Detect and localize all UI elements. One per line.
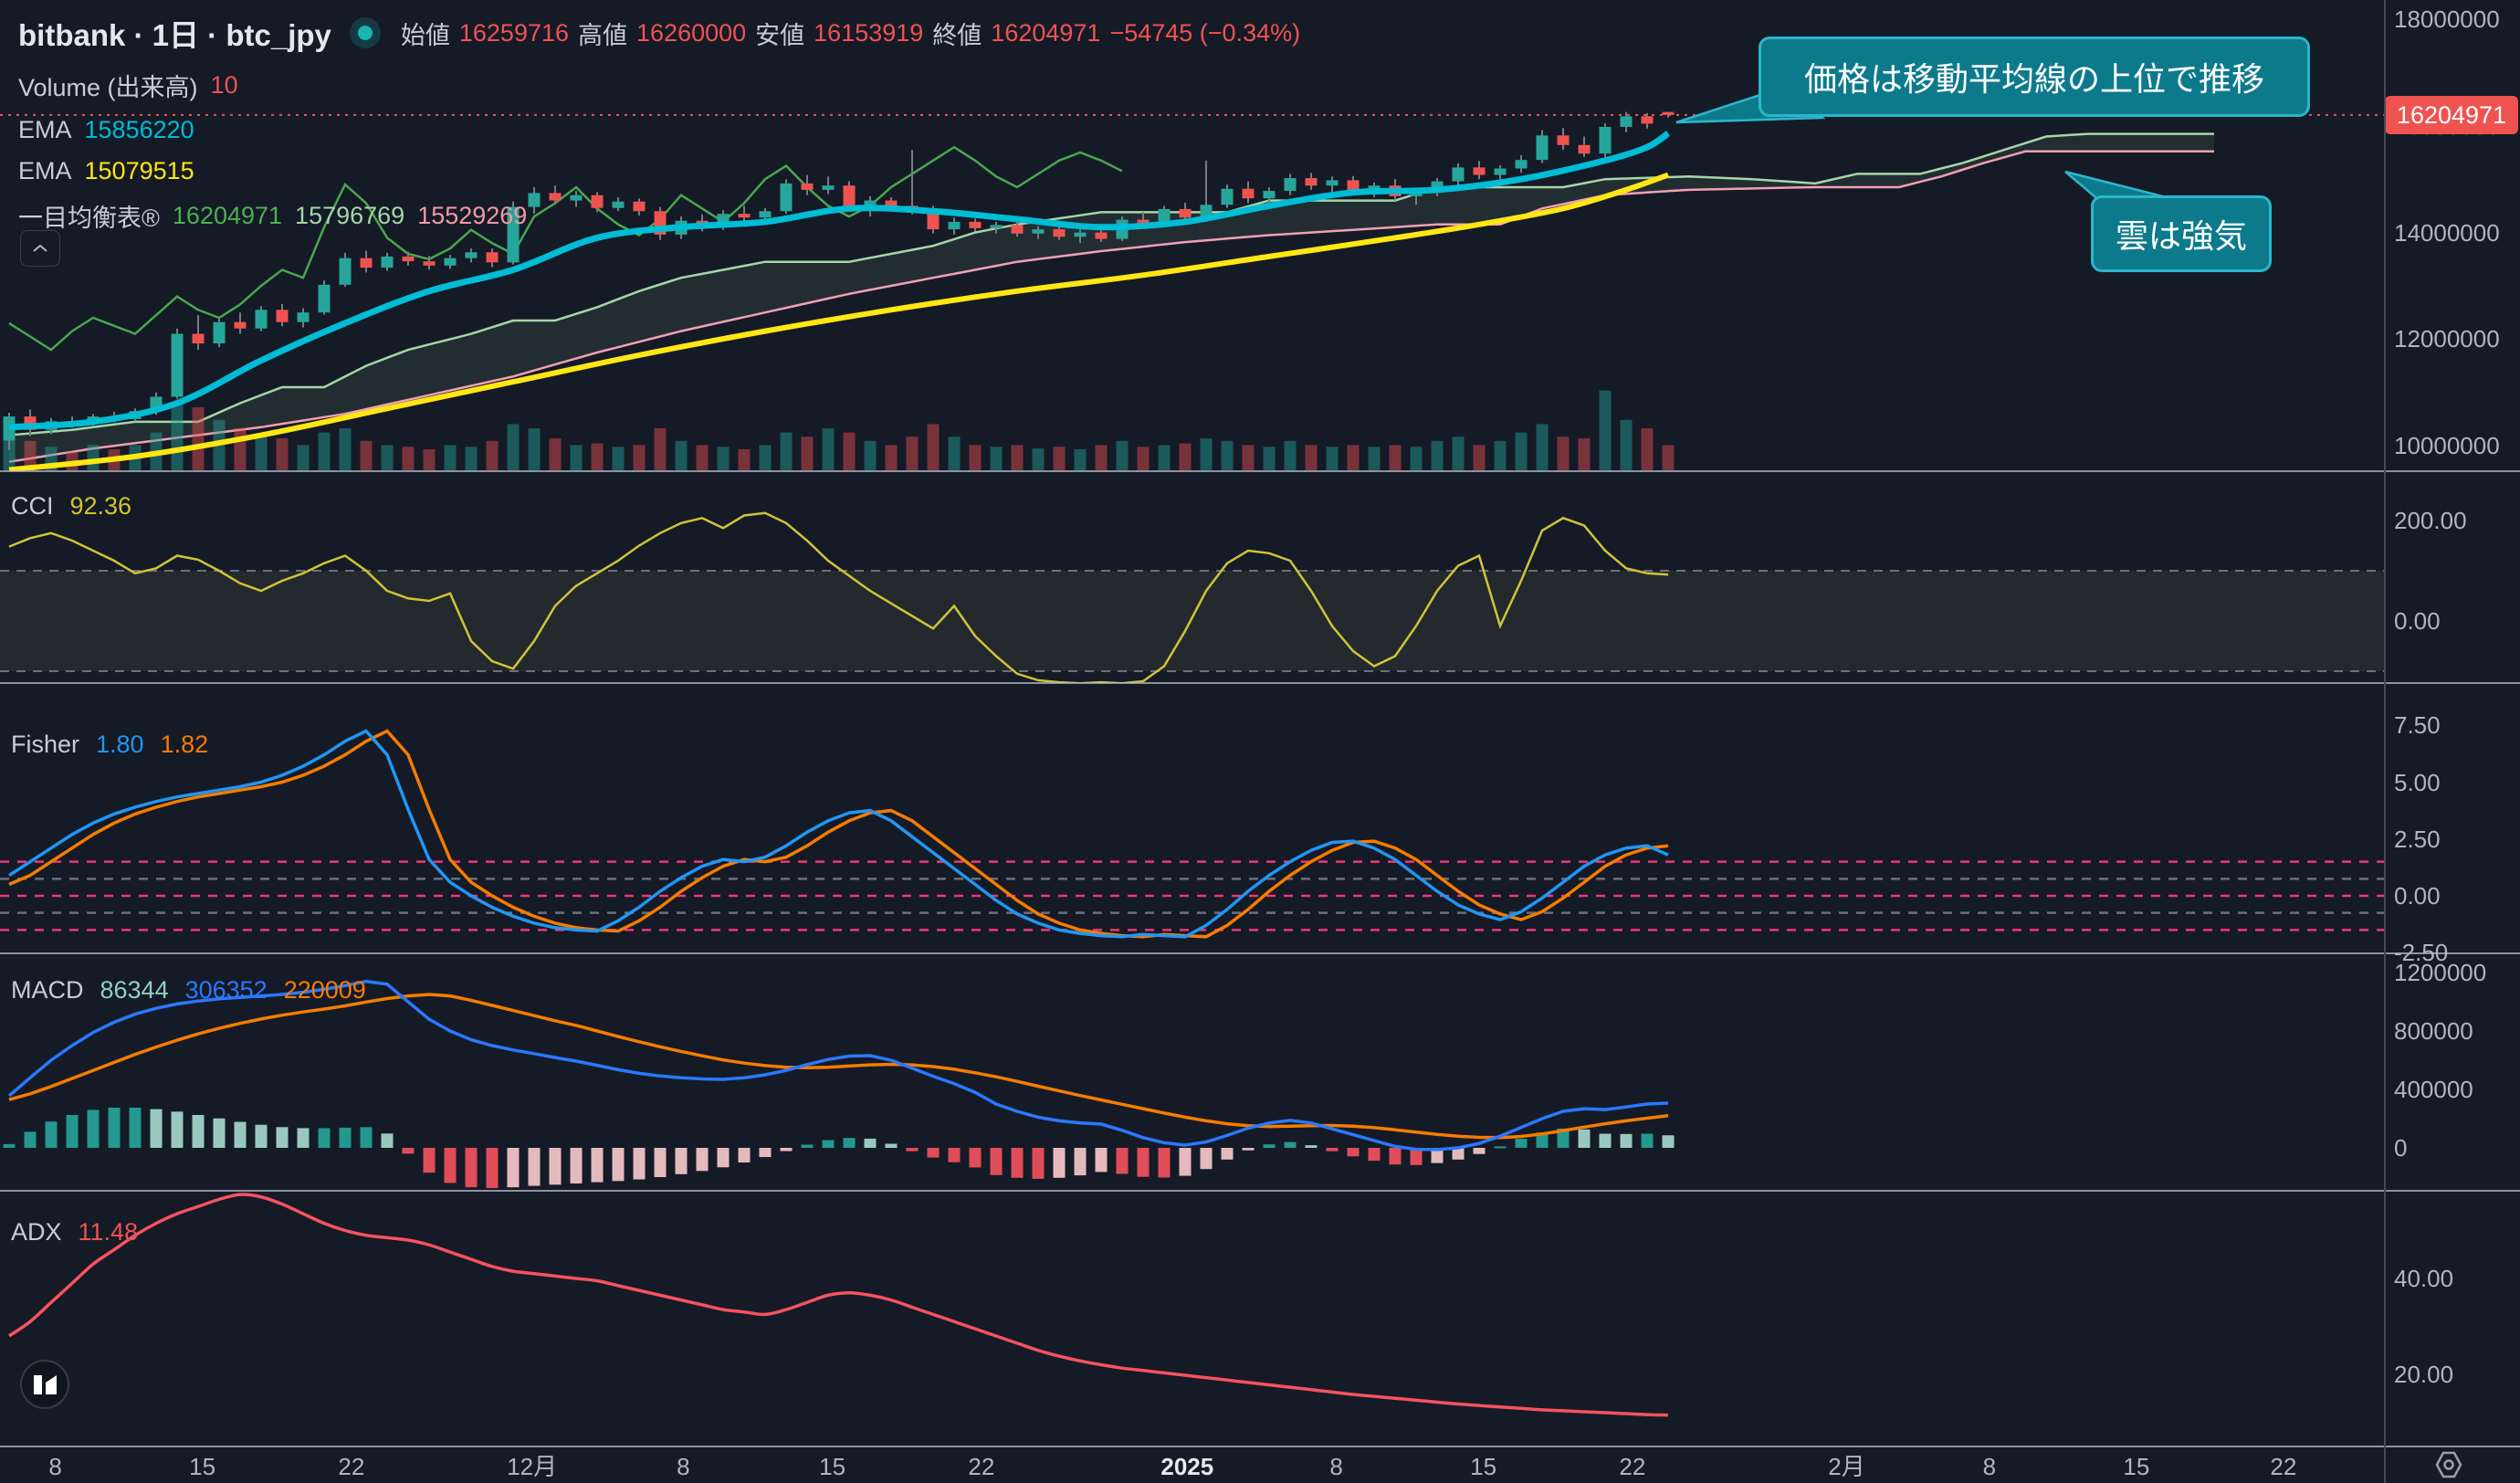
price-axis-line [2384,0,2386,1483]
ema-slow-value: 15079515 [84,157,194,184]
adx-legend-row[interactable]: ADX 11.48 [11,1218,138,1246]
legend: bitbank · 1日 · btc_jpy 始値 16259716 高値 16… [18,11,1300,234]
fisher-line [8,729,1669,939]
fisher-legend-row[interactable]: Fisher 1.80 1.82 [11,731,208,759]
macd-signal-line [8,993,1669,1140]
ema-fast-value: 15856220 [84,116,194,143]
macd-signal-value: 220009 [283,976,366,1004]
ema-slow-label: EMA [18,157,72,184]
fisher-trigger-line [8,729,1669,939]
pane-divider[interactable] [0,1190,2520,1192]
fisher-label: Fisher [11,731,80,758]
ichimoku-legend-row[interactable]: 一目均衡表® 16204971 15796769 15529269 [18,198,1300,234]
macd-legend-row[interactable]: MACD 86344 306352 220009 [11,976,366,1004]
timezone-clock-icon[interactable] [2432,1448,2465,1483]
cci-value: 92.36 [69,492,132,520]
adx-value: 11.48 [78,1218,139,1246]
ichimoku-senkou-a-value: 15796769 [295,202,405,229]
macd-line-value: 306352 [184,976,268,1004]
cci-pane[interactable] [0,511,2384,683]
callout-price-above-ma-text: 価格は移動平均線の上位で推移 [1803,60,2264,98]
low-label: 安値 [755,21,805,49]
macd-hist-value: 86344 [100,976,169,1004]
ohlc-row: 始値 16259716 高値 16260000 安値 16153919 終値 1… [401,16,1300,51]
collapse-legend-button[interactable] [20,230,60,267]
ichimoku-chikou-value: 16204971 [172,202,283,229]
volume-label: Volume (出来高) [18,74,198,101]
fisher-value-2: 1.82 [160,731,209,758]
chevron-up-icon [33,244,47,252]
market-status-icon [349,17,381,48]
pane-divider[interactable] [0,470,2520,472]
pane-divider[interactable] [0,682,2520,684]
ema-fast-legend-row[interactable]: EMA 15856220 [18,116,1300,144]
adx-line [8,1193,1669,1417]
adx-label: ADX [11,1218,62,1246]
tradingview-logo-icon [20,1360,69,1409]
close-label: 終値 [932,21,982,49]
callout-bullish-cloud-text: 雲は強気 [2115,217,2247,255]
ichimoku-cloud [9,133,2214,462]
symbol-row[interactable]: bitbank · 1日 · btc_jpy 始値 16259716 高値 16… [18,11,1300,55]
last-price-badge: 16204971 [2385,95,2518,134]
volume-bars [3,390,1675,470]
pane-divider[interactable] [0,1446,2520,1447]
pane-divider[interactable] [0,952,2520,954]
change-value: −54745 (−0.34%) [1109,18,1301,47]
volume-value: 10 [210,71,238,99]
callout-bullish-cloud[interactable]: 雲は強気 [2091,195,2272,272]
high-label: 高値 [578,21,628,49]
callout-price-above-ma[interactable]: 価格は移動平均線の上位で推移 [1759,37,2310,117]
chikou-line [8,145,1123,352]
tradingview-logo[interactable] [18,1358,71,1415]
senkou-b-line [8,150,2214,463]
open-value: 16259716 [458,18,570,47]
high-value: 16260000 [636,18,747,47]
adx-pane[interactable] [8,1193,1669,1417]
ema-slow-line [8,172,1670,471]
ichimoku-label: 一目均衡表® [18,205,160,232]
fisher-value-1: 1.80 [96,731,144,758]
cci-legend-row[interactable]: CCI 92.36 [11,492,131,521]
volume-legend-row[interactable]: Volume (出来高) 10 [18,68,1300,103]
price-scale[interactable] [2386,0,2520,1446]
ichimoku-senkou-b-value: 15529269 [417,202,528,229]
symbol-title: bitbank · 1日 · btc_jpy [18,18,331,52]
cci-label: CCI [11,492,54,520]
close-value: 16204971 [991,18,1101,47]
macd-line [7,979,1669,1152]
senkou-a-line [8,132,2214,436]
fisher-pane[interactable] [0,729,2384,939]
open-label: 始値 [400,21,450,49]
macd-label: MACD [11,976,84,1004]
ema-fast-label: EMA [18,116,72,143]
main-pane[interactable] [0,111,2384,471]
ema-slow-legend-row[interactable]: EMA 15079515 [18,157,1300,185]
cci-line [8,511,1669,683]
time-scale[interactable] [0,1448,2520,1483]
macd-pane[interactable] [3,979,1675,1188]
ema-fast-line [8,131,1671,431]
low-value: 16153919 [814,18,924,47]
